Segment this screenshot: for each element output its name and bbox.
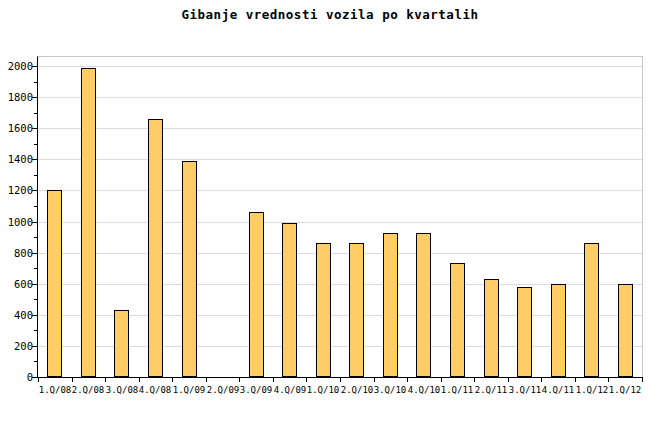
y-axis-minor-tick [34,175,37,176]
y-axis-tick-label: 1200 [0,185,33,196]
plot-area [37,56,643,378]
gridline [38,159,642,160]
y-axis-minor-tick [34,113,37,114]
chart-title: Gibanje vrednosti vozila po kvartalih [0,7,660,22]
gridline [38,66,642,67]
x-axis-tick [541,377,542,382]
y-axis-minor-tick [34,299,37,300]
y-axis-tick-label: 1000 [0,217,33,228]
x-axis-tick [608,377,609,382]
x-axis-tick [441,377,442,382]
x-axis-tick [206,377,207,382]
bar [81,68,96,377]
bar [551,284,566,377]
x-axis-tick [340,377,341,382]
y-axis-minor-tick [34,237,37,238]
bar [450,263,465,377]
bar [618,284,633,377]
x-axis-tick [72,377,73,382]
y-axis-tick-label: 800 [0,248,33,259]
x-axis-tick [239,377,240,382]
x-axis-tick [575,377,576,382]
y-axis-tick-label: 400 [0,310,33,321]
bar [148,119,163,377]
gridline [38,222,642,223]
gridline [38,253,642,254]
bar [584,243,599,377]
x-axis-tick [38,377,39,382]
bar [349,243,364,377]
bar [316,243,331,377]
y-axis-minor-tick [34,330,37,331]
y-axis-tick-label: 1600 [0,123,33,134]
gridline [38,128,642,129]
bar [416,233,431,377]
y-axis-minor-tick [34,144,37,145]
bar [282,223,297,377]
x-axis-tick-label: 1.Q/12 [604,385,646,395]
y-axis-minor-tick [34,82,37,83]
y-axis-tick-label: 1400 [0,154,33,165]
bar [249,212,264,377]
x-axis-tick [508,377,509,382]
gridline [38,97,642,98]
bar [114,310,129,377]
y-axis-tick-label: 1800 [0,92,33,103]
chart-image: Gibanje vrednosti vozila po kvartalih EU… [0,0,660,440]
x-axis-tick [172,377,173,382]
x-axis-tick [407,377,408,382]
bar [47,190,62,377]
y-axis-minor-tick [34,206,37,207]
bar [517,287,532,377]
y-axis-tick-label: 2000 [0,61,33,72]
x-axis-tick [374,377,375,382]
y-axis-minor-tick [34,268,37,269]
x-axis-tick [139,377,140,382]
y-axis-minor-tick [34,361,37,362]
x-axis-tick [474,377,475,382]
y-axis-tick-label: 600 [0,279,33,290]
x-axis-tick [642,377,643,382]
x-axis-tick [105,377,106,382]
bar [182,161,197,377]
bar [484,279,499,377]
x-axis-tick [273,377,274,382]
bar [383,233,398,377]
gridline [38,190,642,191]
y-axis-tick-label: 200 [0,341,33,352]
x-axis-tick [306,377,307,382]
y-axis-tick-label: 0 [0,372,33,383]
